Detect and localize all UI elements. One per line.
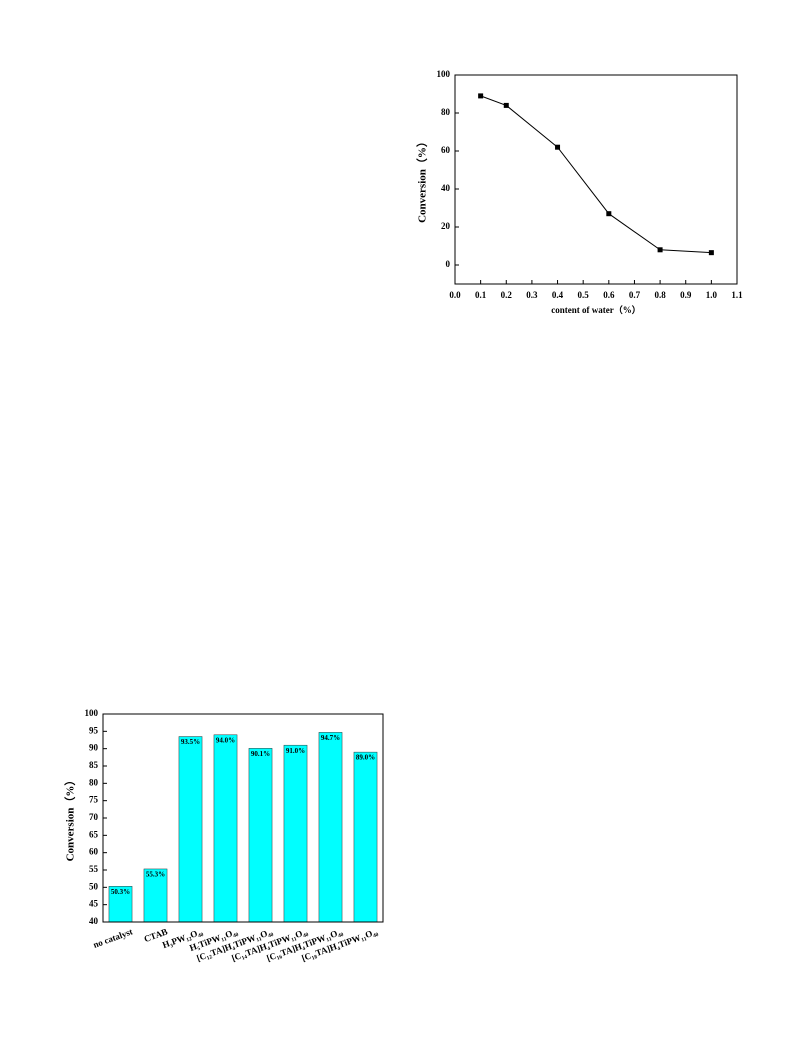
point bbox=[657, 247, 663, 253]
y-tick-label: 40 bbox=[89, 916, 99, 926]
point bbox=[503, 102, 509, 108]
y-axis-label: Conversion（%） bbox=[64, 775, 77, 862]
y-tick-label: 75 bbox=[89, 795, 99, 805]
y-tick-label: 50 bbox=[89, 881, 99, 891]
value-label: 94.7% bbox=[321, 734, 340, 742]
y-tick-label: 95 bbox=[89, 725, 99, 735]
y-tick-label: 55 bbox=[89, 864, 99, 874]
y-tick-label: 70 bbox=[89, 812, 99, 822]
x-tick-label: 0.3 bbox=[526, 290, 538, 300]
x-tick-label: 0.0 bbox=[449, 290, 461, 300]
x-tick-label: 0.1 bbox=[475, 290, 487, 300]
bar bbox=[318, 732, 343, 923]
value-label: 94.0% bbox=[216, 736, 235, 744]
x-tick-label: no catalyst bbox=[92, 926, 134, 950]
y-tick-label: 60 bbox=[89, 847, 99, 857]
y-tick-label: 85 bbox=[89, 760, 99, 770]
y-tick-label: 60 bbox=[441, 145, 451, 155]
value-label: 90.1% bbox=[251, 750, 270, 758]
y-tick-label: 100 bbox=[437, 69, 451, 79]
x-tick-label: 1.0 bbox=[706, 290, 718, 300]
plot-frame bbox=[102, 713, 384, 923]
y-tick-label: 100 bbox=[85, 708, 99, 718]
bar bbox=[248, 748, 273, 923]
x-tick-label: 0.5 bbox=[578, 290, 590, 300]
bar bbox=[213, 734, 238, 923]
value-label: 93.5% bbox=[181, 738, 200, 746]
bar bbox=[283, 744, 308, 923]
line bbox=[480, 95, 712, 254]
y-axis-label: Conversion（%） bbox=[416, 136, 429, 223]
x-tick-label: 0.2 bbox=[501, 290, 513, 300]
x-tick-label: 1.1 bbox=[731, 290, 743, 300]
bar bbox=[353, 751, 378, 923]
value-label: 50.3% bbox=[111, 888, 130, 896]
x-tick-label: 0.4 bbox=[552, 290, 564, 300]
value-label: 91.0% bbox=[286, 747, 305, 755]
point bbox=[708, 250, 714, 256]
plot-frame bbox=[454, 74, 738, 285]
point bbox=[478, 93, 484, 99]
x-axis-label: content of water（%） bbox=[551, 305, 640, 315]
y-tick-label: 0 bbox=[446, 259, 451, 269]
value-label: 89.0% bbox=[356, 754, 375, 762]
y-tick-label: 20 bbox=[441, 221, 451, 231]
y-tick-label: 40 bbox=[441, 183, 451, 193]
y-tick-label: 65 bbox=[89, 829, 99, 839]
x-tick-label: 0.8 bbox=[654, 290, 666, 300]
y-tick-label: 80 bbox=[89, 777, 99, 787]
point bbox=[555, 144, 561, 150]
x-tick-label: 0.9 bbox=[680, 290, 692, 300]
x-tick-label: 0.6 bbox=[603, 290, 615, 300]
y-tick-label: 45 bbox=[89, 899, 99, 909]
point bbox=[606, 211, 612, 217]
y-tick-label: 90 bbox=[89, 743, 99, 753]
bar bbox=[178, 736, 203, 923]
x-tick-label: 0.7 bbox=[629, 290, 641, 300]
value-label: 55.3% bbox=[146, 871, 165, 879]
y-tick-label: 80 bbox=[441, 107, 451, 117]
